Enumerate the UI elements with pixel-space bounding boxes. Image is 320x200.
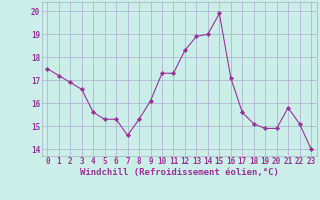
X-axis label: Windchill (Refroidissement éolien,°C): Windchill (Refroidissement éolien,°C): [80, 168, 279, 177]
